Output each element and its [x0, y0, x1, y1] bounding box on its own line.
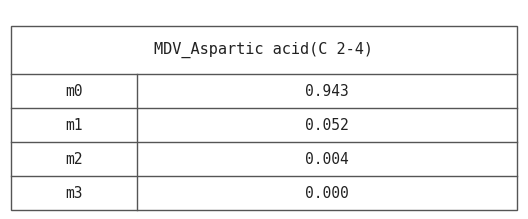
- Text: 0.000: 0.000: [306, 186, 349, 201]
- Text: m2: m2: [65, 152, 83, 167]
- Bar: [11, 26, 517, 210]
- Text: 0.943: 0.943: [306, 84, 349, 99]
- Text: 0.004: 0.004: [306, 152, 349, 167]
- Text: m1: m1: [65, 118, 83, 133]
- Text: 0.052: 0.052: [306, 118, 349, 133]
- Text: m0: m0: [65, 84, 83, 99]
- Text: m3: m3: [65, 186, 83, 201]
- Text: MDV_Aspartic acid(C 2-4): MDV_Aspartic acid(C 2-4): [155, 42, 373, 58]
